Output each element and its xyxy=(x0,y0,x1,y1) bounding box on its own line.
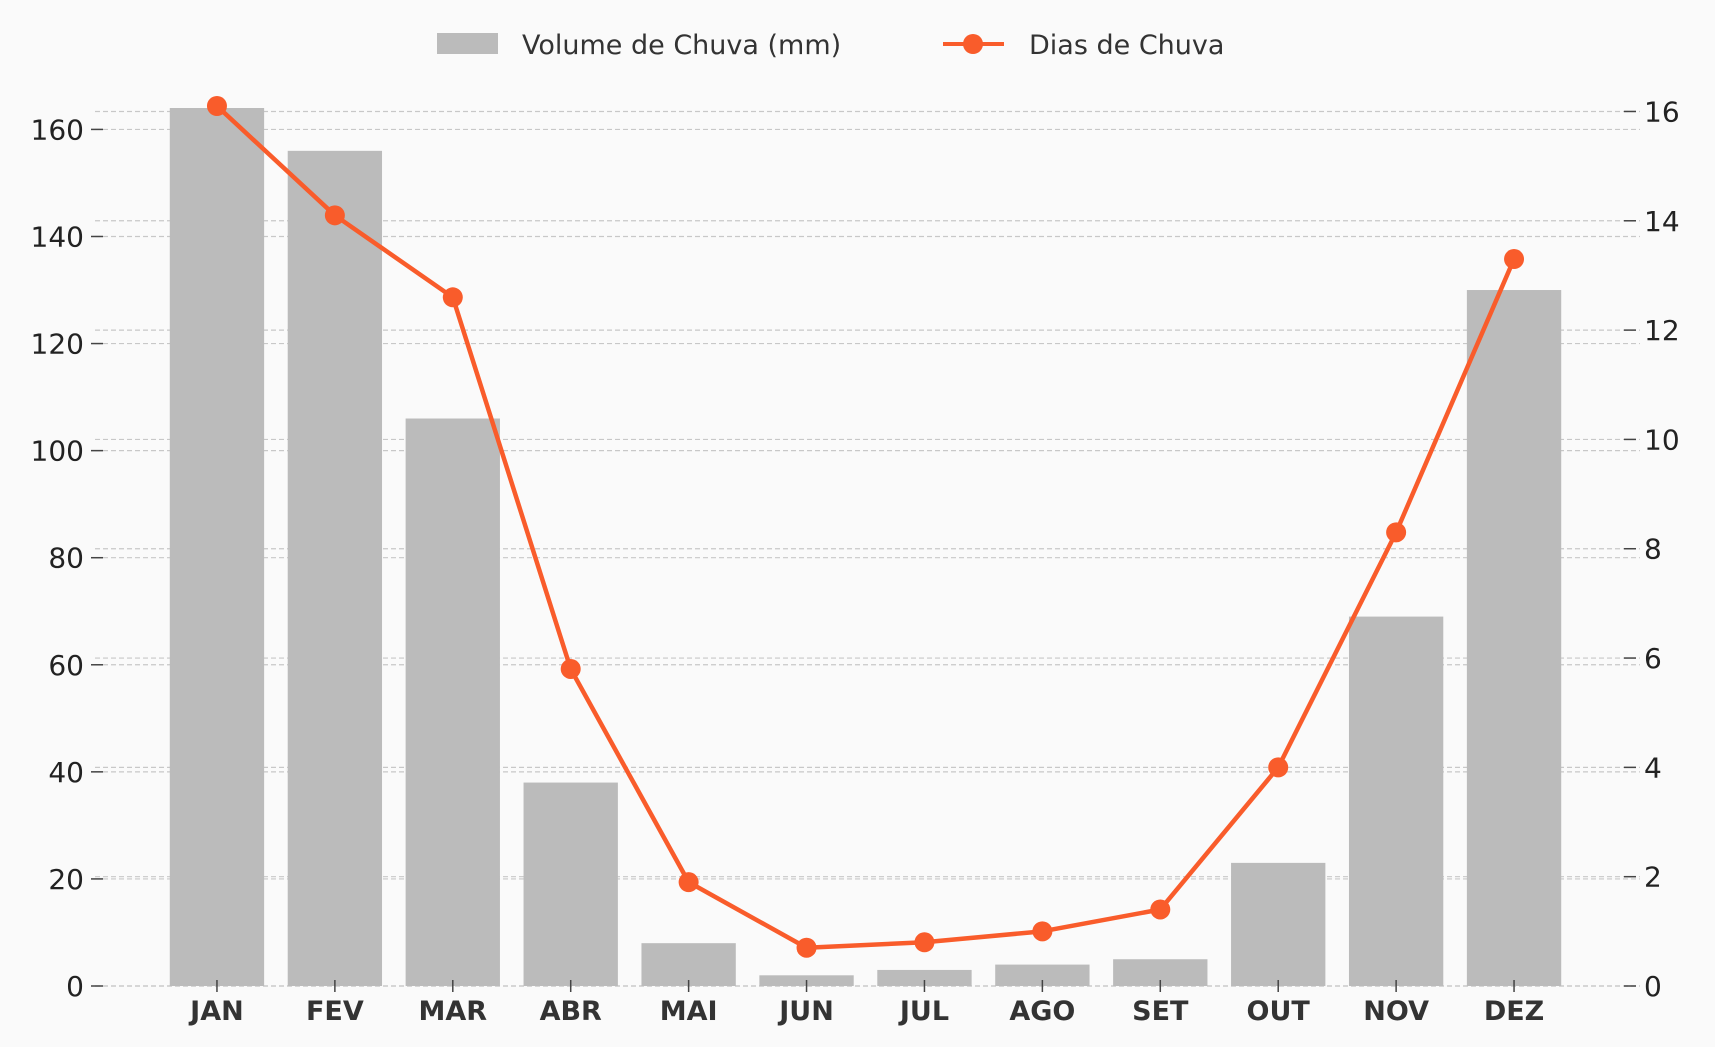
x-tick-label-ago: AGO xyxy=(1009,996,1075,1027)
x-tick-label-nov: NOV xyxy=(1363,996,1429,1027)
x-tick-label-dez: DEZ xyxy=(1484,996,1544,1027)
left-y-axis: 0 20 40 60 80 100 120 140 160 xyxy=(31,113,103,1003)
point-mar xyxy=(442,287,463,308)
line-path-days xyxy=(215,104,1517,950)
x-tick-label-jul: JUL xyxy=(898,996,949,1027)
bar-jan xyxy=(169,108,265,986)
x-tick-label-set: SET xyxy=(1132,996,1189,1027)
point-set xyxy=(1150,899,1171,920)
bar-mar xyxy=(405,418,500,986)
x-tick-label-jan: JAN xyxy=(188,996,244,1027)
line-series-days xyxy=(206,96,1525,958)
legend-label-days: Dias de Chuva xyxy=(1029,30,1224,61)
point-jun xyxy=(796,937,817,958)
x-tick-label-abr: ABR xyxy=(540,996,602,1027)
right-tick-label: 0 xyxy=(1644,970,1662,1003)
point-out xyxy=(1268,757,1289,778)
right-tick-label: 14 xyxy=(1644,205,1680,238)
x-tick-label-fev: FEV xyxy=(306,996,364,1027)
x-tick-label-out: OUT xyxy=(1247,996,1311,1027)
point-jul xyxy=(914,932,935,953)
point-mai xyxy=(678,872,699,893)
point-fev xyxy=(324,205,345,226)
x-tick-label-mai: MAI xyxy=(660,996,718,1027)
left-tick-label: 100 xyxy=(31,435,84,468)
bar-mai xyxy=(641,943,736,986)
left-tick-label: 80 xyxy=(48,542,84,575)
left-tick-label: 20 xyxy=(48,863,84,896)
bar-out xyxy=(1231,862,1326,986)
left-tick-label: 60 xyxy=(48,649,84,682)
left-tick-label: 140 xyxy=(31,220,84,253)
bar-series-volume xyxy=(169,108,1562,986)
right-tick-label: 8 xyxy=(1644,533,1662,566)
left-tick-label: 40 xyxy=(48,756,84,789)
right-tick-label: 10 xyxy=(1644,423,1680,456)
point-dez xyxy=(1504,249,1525,270)
legend-line-marker xyxy=(963,34,983,54)
legend-label-volume: Volume de Chuva (mm) xyxy=(522,30,841,61)
right-tick-label: 6 xyxy=(1644,642,1662,675)
x-tick-label-mar: MAR xyxy=(419,996,488,1027)
x-axis: JAN FEV MAR ABR MAI JUN JUL AGO SET OUT NOV DEZ xyxy=(188,980,1544,1027)
left-tick-label: 160 xyxy=(31,113,84,146)
bar-nov xyxy=(1348,616,1444,986)
legend-bar-swatch xyxy=(437,33,498,54)
point-jan xyxy=(206,96,227,116)
bar-fev xyxy=(287,150,383,986)
right-tick-label: 16 xyxy=(1644,95,1680,128)
left-tick-label: 0 xyxy=(66,970,84,1003)
point-nov xyxy=(1386,522,1407,543)
right-y-axis: 0 2 4 6 8 10 12 14 16 xyxy=(1624,95,1680,1003)
bar-dez xyxy=(1466,290,1562,986)
bar-ago xyxy=(995,964,1090,986)
legend: Volume de Chuva (mm) Dias de Chuva xyxy=(437,30,1224,61)
right-tick-label: 12 xyxy=(1644,314,1680,347)
right-tick-label: 4 xyxy=(1644,751,1662,784)
right-tick-label: 2 xyxy=(1644,861,1662,894)
point-ago xyxy=(1032,921,1053,942)
bar-jul xyxy=(877,969,972,986)
left-tick-label: 120 xyxy=(31,328,84,361)
x-tick-label-jun: JUN xyxy=(777,996,834,1027)
bar-abr xyxy=(523,782,618,986)
point-abr xyxy=(560,658,581,679)
